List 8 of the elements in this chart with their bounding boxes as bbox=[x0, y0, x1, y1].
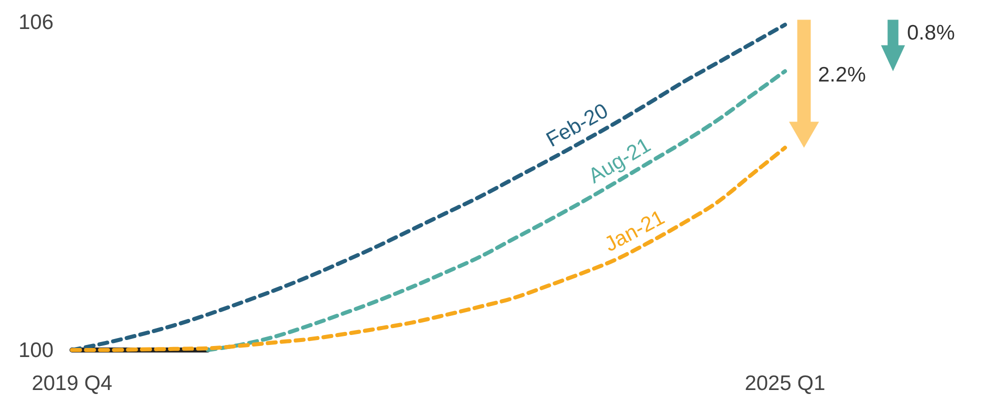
line-series bbox=[206, 69, 787, 352]
text: 0.8% bbox=[907, 22, 955, 45]
text: 2.2% bbox=[818, 64, 866, 87]
y-tick-label: 106 bbox=[18, 11, 54, 34]
x-tick-label: 2025 Q1 bbox=[744, 372, 826, 395]
line-series bbox=[70, 22, 787, 352]
x-tick-label: 2019 Q4 bbox=[32, 372, 113, 395]
y-tick-label: 100 bbox=[18, 339, 54, 362]
